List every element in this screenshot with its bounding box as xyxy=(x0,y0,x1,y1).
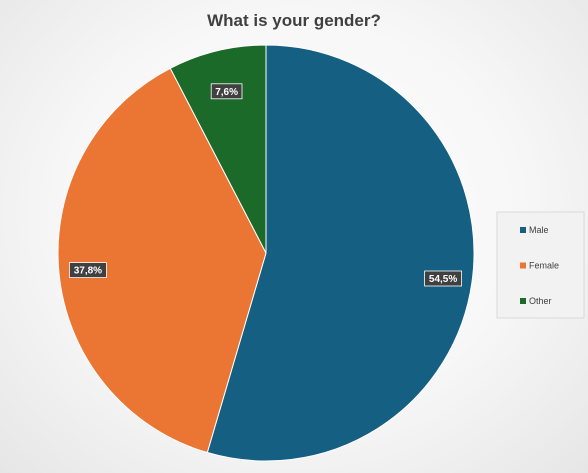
legend: Male Female Other xyxy=(496,211,585,319)
data-label-female: 37,8% xyxy=(69,262,107,279)
data-label-male: 54,5% xyxy=(424,270,463,287)
data-labels: 54,5% 37,8% 7,6% xyxy=(69,83,463,287)
legend-label: Female xyxy=(529,261,559,271)
legend-items: Male Female Other xyxy=(520,225,559,306)
legend-item-female: Female xyxy=(520,261,559,271)
pie-slice-female xyxy=(57,67,267,454)
legend-swatch xyxy=(520,298,526,304)
legend-label: Male xyxy=(529,225,549,235)
data-label-box xyxy=(210,83,243,100)
chart-title: What is your gender? xyxy=(207,11,381,30)
legend-swatch xyxy=(520,227,526,233)
legend-label: Other xyxy=(529,296,552,306)
data-label-text: 37,8% xyxy=(74,266,102,277)
data-label-box xyxy=(69,262,107,279)
legend-box xyxy=(496,211,585,319)
data-label-box xyxy=(424,270,463,287)
data-label-text: 7,6% xyxy=(215,87,238,98)
legend-item-other: Other xyxy=(520,296,552,306)
pie-slices xyxy=(57,44,475,462)
data-label-other: 7,6% xyxy=(210,83,243,100)
legend-item-male: Male xyxy=(520,225,549,235)
pie-slice-male xyxy=(206,44,475,462)
legend-swatch xyxy=(520,262,526,269)
data-label-text: 54,5% xyxy=(429,274,457,285)
